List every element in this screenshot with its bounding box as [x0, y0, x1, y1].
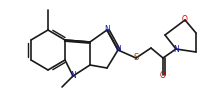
- Text: N: N: [115, 45, 121, 54]
- Text: N: N: [70, 72, 76, 80]
- Text: S: S: [133, 54, 139, 63]
- Text: N: N: [173, 44, 179, 54]
- Text: N: N: [104, 26, 110, 34]
- Text: O: O: [182, 16, 188, 24]
- Text: O: O: [160, 70, 166, 79]
